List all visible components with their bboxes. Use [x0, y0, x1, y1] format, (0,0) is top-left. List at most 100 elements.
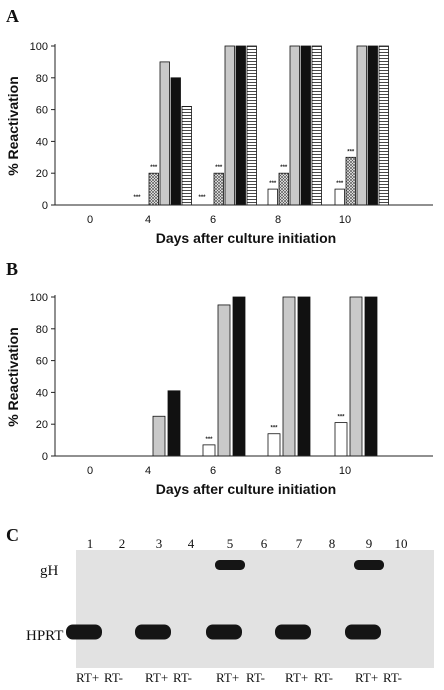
gel-band-gh-lane-9	[354, 560, 384, 570]
gel-band-hprt-lane-9	[345, 624, 381, 640]
gel-lane-number: 2	[119, 536, 126, 551]
bar-white-day-8	[267, 188, 278, 206]
gel-band-hprt-lane-3	[135, 624, 171, 640]
bar-black-day-10	[367, 45, 378, 206]
significance-marker: ***	[205, 437, 213, 443]
y-tick-label: 60	[36, 105, 48, 117]
panel-b-x-axis-title: Days after culture initiation	[156, 481, 336, 497]
gel-row-label-hprt: HPRT	[26, 628, 63, 644]
gel-band-hprt-lane-5	[206, 624, 242, 640]
bar-light-gray-day-10	[349, 296, 363, 457]
bar-horizontal-stripes-day-4	[181, 106, 192, 206]
x-tick-label: 4	[145, 214, 151, 226]
y-tick-label: 80	[36, 324, 48, 336]
bar-black-day-4	[167, 390, 181, 457]
gel-rt-label: RT+	[76, 670, 99, 685]
bar-white-day-6	[202, 444, 216, 457]
panel-a-x-axis-title: Days after culture initiation	[156, 230, 336, 246]
bar-black-day-6	[232, 296, 246, 457]
panel-a-letter: A	[6, 6, 19, 26]
significance-marker: ***	[337, 415, 345, 421]
x-tick-label: 10	[339, 465, 351, 477]
x-tick-label: 6	[210, 465, 216, 477]
gel-lane-number: 6	[261, 536, 268, 551]
x-tick-label: 10	[339, 214, 351, 226]
bar-white-day-10	[334, 422, 348, 457]
gel-lane-number: 10	[395, 536, 408, 551]
bar-white-day-10	[334, 188, 345, 206]
significance-marker: ***	[150, 165, 158, 171]
gel-rt-label: RT+	[355, 670, 378, 685]
bar-horizontal-stripes-day-6	[246, 45, 257, 206]
bar-horizontal-stripes-day-10	[378, 45, 389, 206]
gel-rt-label: RT-	[104, 670, 123, 685]
bar-white-day-8	[267, 433, 281, 457]
gel-rt-label: RT-	[246, 670, 265, 685]
bar-black-day-8	[300, 45, 311, 206]
y-tick-label: 80	[36, 73, 48, 85]
gel-rt-label: RT+	[285, 670, 308, 685]
panel-c-gel: gH HPRT 1 2 3 4 5 6 7 8 9 10 RT+ RT- RT+ RT- RT+ RT- RT…	[26, 536, 434, 685]
gel-rt-label: RT+	[145, 670, 168, 685]
gel-lane-number: 8	[329, 536, 336, 551]
y-tick-label: 20	[36, 419, 48, 431]
x-tick-label: 8	[275, 214, 281, 226]
gel-rt-label: RT+	[216, 670, 239, 685]
bar-light-gray-day-8	[289, 45, 300, 206]
y-tick-label: 100	[30, 292, 48, 304]
gel-band-hprt-lane-1	[66, 624, 102, 640]
gel-lane-number: 7	[296, 536, 303, 551]
bar-black-day-6	[235, 45, 246, 206]
significance-marker: ***	[347, 149, 355, 155]
significance-marker: ***	[215, 165, 223, 171]
bar-black-day-4	[170, 77, 181, 206]
gel-lane-number: 5	[227, 536, 234, 551]
significance-marker: ***	[269, 181, 277, 187]
panel-b-chart: % Reactivation Days after culture initia…	[5, 292, 433, 497]
y-tick-label: 100	[30, 41, 48, 53]
gel-lane-number: 9	[366, 536, 373, 551]
bar-crosshatch-day-6	[213, 172, 224, 206]
gel-band-hprt-lane-7	[275, 624, 311, 640]
y-tick-label: 40	[36, 136, 48, 148]
panel-c-letter: C	[6, 525, 19, 545]
x-tick-label: 4	[145, 465, 151, 477]
bar-light-gray-day-10	[356, 45, 367, 206]
significance-marker: ***	[198, 195, 206, 201]
gel-lane-number: 4	[188, 536, 195, 551]
gel-rt-label: RT-	[173, 670, 192, 685]
y-tick-label: 0	[42, 451, 48, 463]
x-tick-label: 0	[87, 465, 93, 477]
gel-row-label-gh: gH	[40, 563, 59, 579]
significance-marker: ***	[336, 181, 344, 187]
panel-a-chart: % Reactivation Days after culture initia…	[5, 41, 433, 246]
bar-horizontal-stripes-day-8	[311, 45, 322, 206]
gel-lane-number: 3	[156, 536, 163, 551]
bar-crosshatch-day-10	[345, 156, 356, 206]
panel-a-y-axis-title: % Reactivation	[5, 76, 21, 176]
bar-crosshatch-day-4	[148, 172, 159, 206]
significance-marker: ***	[280, 165, 288, 171]
gel-lane-number: 1	[87, 536, 94, 551]
y-tick-label: 0	[42, 200, 48, 212]
y-tick-label: 20	[36, 168, 48, 180]
significance-marker: ***	[133, 195, 141, 201]
gel-rt-label: RT-	[314, 670, 333, 685]
x-tick-label: 6	[210, 214, 216, 226]
x-tick-label: 8	[275, 465, 281, 477]
bar-crosshatch-day-8	[278, 172, 289, 206]
y-tick-label: 60	[36, 356, 48, 368]
bar-black-day-10	[364, 296, 378, 457]
x-tick-label: 0	[87, 214, 93, 226]
bar-light-gray-day-4	[159, 61, 170, 206]
bar-light-gray-day-8	[282, 296, 296, 457]
panel-b-letter: B	[6, 259, 18, 279]
gel-band-gh-lane-5	[215, 560, 245, 570]
bar-light-gray-day-6	[217, 304, 231, 457]
bar-black-day-8	[297, 296, 311, 457]
y-tick-label: 40	[36, 387, 48, 399]
bar-light-gray-day-6	[224, 45, 235, 206]
panel-b-y-axis-title: % Reactivation	[5, 327, 21, 427]
significance-marker: ***	[270, 426, 278, 432]
